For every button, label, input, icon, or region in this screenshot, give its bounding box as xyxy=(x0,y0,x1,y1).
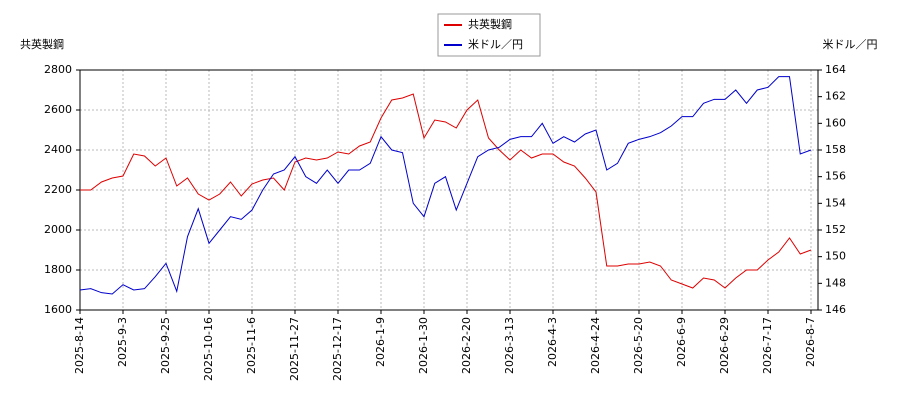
x-tick-label: 2026-4-24 xyxy=(589,317,602,374)
x-tick-label: 2026-1-9 xyxy=(374,317,387,367)
y2-tick-label: 150 xyxy=(825,250,846,263)
y-tick-label: 1600 xyxy=(44,303,72,316)
y2-tick-label: 162 xyxy=(825,90,846,103)
series-line xyxy=(80,93,812,289)
legend-label: 共英製鋼 xyxy=(468,17,512,31)
legend-label: 米ドル／円 xyxy=(468,38,523,51)
x-tick-label: 2026-6-9 xyxy=(675,317,688,367)
x-tick-label: 2025-9-3 xyxy=(116,317,129,367)
x-tick-label: 2026-3-13 xyxy=(503,317,516,374)
x-tick-label: 2025-9-25 xyxy=(159,317,172,374)
y-tick-label: 2400 xyxy=(44,143,72,156)
y2-tick-label: 152 xyxy=(825,223,846,236)
x-tick-label: 2026-2-20 xyxy=(460,317,473,374)
y2-axis-title: 米ドル／円 xyxy=(823,38,878,51)
x-tick-label: 2025-8-14 xyxy=(73,317,86,374)
x-tick-label: 2025-10-16 xyxy=(202,317,215,381)
x-tick-label: 2025-12-17 xyxy=(331,317,344,381)
x-tick-label: 2026-4-3 xyxy=(546,317,559,367)
y2-tick-label: 146 xyxy=(825,303,846,316)
x-tick-label: 2026-8-7 xyxy=(804,317,817,367)
series-line xyxy=(79,76,812,295)
x-tick-label: 2026-6-29 xyxy=(718,317,731,374)
y-axis-title: 共英製鋼 xyxy=(20,37,64,51)
y-tick-label: 2200 xyxy=(44,183,72,196)
y-tick-label: 2600 xyxy=(44,103,72,116)
x-tick-label: 2026-5-20 xyxy=(632,317,645,374)
y2-tick-label: 160 xyxy=(825,116,846,129)
y2-tick-label: 148 xyxy=(825,276,846,289)
y2-tick-label: 158 xyxy=(825,143,846,156)
y-tick-label: 1800 xyxy=(44,263,72,276)
y-tick-label: 2800 xyxy=(44,63,72,76)
x-tick-label: 2026-1-30 xyxy=(417,317,430,374)
y2-tick-label: 154 xyxy=(825,196,846,209)
y2-tick-label: 156 xyxy=(825,170,846,183)
legend-box xyxy=(437,13,541,57)
y2-tick-label: 164 xyxy=(825,63,846,76)
x-tick-label: 2026-7-17 xyxy=(761,317,774,374)
x-tick-label: 2025-11-27 xyxy=(288,317,301,381)
x-tick-label: 2025-11-6 xyxy=(245,317,258,374)
y-tick-label: 2000 xyxy=(44,223,72,236)
